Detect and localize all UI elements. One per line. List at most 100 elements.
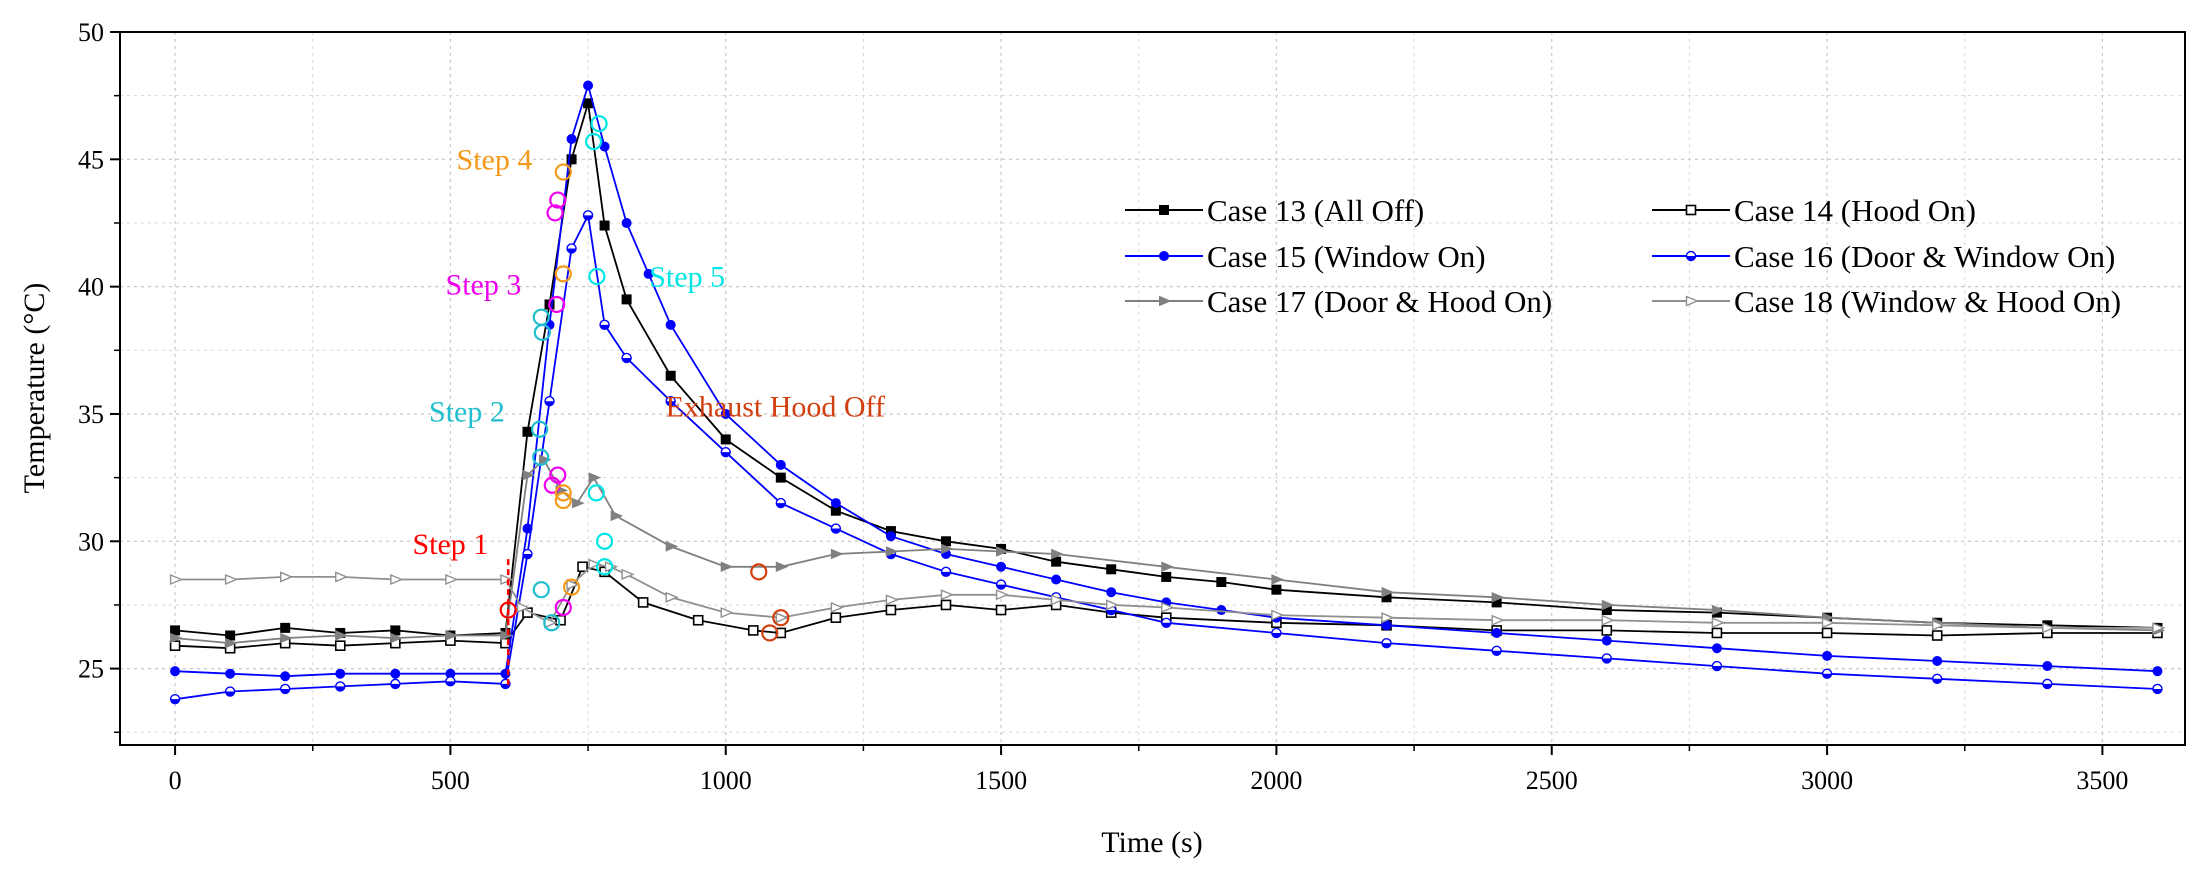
data-point (1711, 604, 1725, 616)
data-point (830, 601, 844, 614)
y-tick-label: 30 (78, 527, 104, 556)
data-point (996, 546, 1009, 557)
data-point (1711, 627, 1723, 639)
data-point (1601, 625, 1613, 636)
legend-marker (1685, 295, 1700, 307)
data-point (830, 498, 841, 509)
data-point (2152, 622, 2166, 634)
data-point (1161, 601, 1175, 614)
data-point (335, 630, 348, 641)
data-point (522, 469, 536, 481)
step-marker (554, 491, 572, 510)
legend-label: Case 16 (Door & Window On) (1734, 239, 2115, 274)
data-point (516, 601, 531, 614)
data-point (225, 637, 238, 649)
data-point (1601, 614, 1615, 626)
data-point (830, 612, 842, 623)
data-point (169, 573, 184, 586)
data-point (1491, 614, 1505, 626)
step-marker (532, 448, 550, 466)
annotation-label: Step 1 (412, 528, 488, 561)
data-point (1821, 617, 1836, 629)
step-marker (554, 598, 572, 617)
data-point (588, 472, 602, 483)
data-point (566, 133, 577, 144)
annotation-label: Step 2 (429, 396, 505, 429)
data-point (941, 536, 951, 547)
step-marker (554, 265, 572, 283)
data-point (1821, 627, 1833, 639)
data-point (1491, 627, 1502, 638)
data-point (1161, 571, 1172, 582)
annotation-label: Exhaust Hood Off (666, 391, 885, 424)
x-tick-label: 1000 (700, 766, 752, 795)
data-point (170, 625, 181, 636)
data-point-fill (1822, 673, 1832, 679)
data-point (775, 612, 789, 624)
data-point (335, 571, 349, 583)
data-point-fill (1161, 622, 1171, 628)
data-point-fill (1712, 666, 1722, 671)
data-point (665, 541, 679, 552)
data-point-fill (2042, 683, 2052, 689)
step-marker (531, 420, 549, 438)
data-point-fill (622, 357, 632, 363)
data-point (637, 597, 649, 608)
series-case-16 (169, 210, 2163, 705)
data-point (599, 220, 610, 231)
step-marker (595, 532, 614, 550)
x-tick-label: 2000 (1250, 766, 1302, 795)
data-point (170, 632, 183, 644)
annotation-label: Step 4 (457, 144, 533, 177)
data-point (941, 543, 954, 555)
step-marker (595, 558, 614, 576)
data-point (720, 434, 731, 445)
y-axis: 25 30 35 40 45 50 (78, 18, 120, 734)
step-marker (549, 466, 567, 484)
data-point-fill (1492, 650, 1502, 656)
x-tick-label: 0 (169, 766, 182, 795)
data-point (170, 666, 181, 677)
data-point (610, 510, 624, 522)
data-point (2042, 661, 2053, 672)
data-point-fill (390, 683, 400, 689)
x-tick-label: 3500 (2076, 766, 2128, 795)
data-point (390, 573, 404, 586)
data-point (1932, 655, 1943, 666)
data-point (577, 561, 588, 573)
data-point (224, 573, 239, 586)
data-point-fill (1106, 610, 1116, 615)
data-point-fill (170, 699, 180, 704)
data-point (1601, 635, 1612, 646)
data-point (720, 408, 731, 419)
step-marker (584, 132, 603, 151)
legend-item: Case 14 (Hood On) (1652, 193, 1976, 228)
legend-marker (1159, 251, 1169, 261)
data-point-fill (1602, 658, 1612, 663)
data-point (1050, 594, 1065, 606)
data-point-fill (225, 691, 235, 697)
legend-marker (1159, 205, 1169, 215)
data-point (692, 614, 704, 626)
data-point (390, 625, 401, 636)
legend-label: Case 17 (Door & Hood On) (1207, 284, 1552, 319)
data-point (1381, 586, 1395, 598)
data-point (885, 546, 899, 557)
data-point-fill (600, 324, 610, 330)
data-point (885, 531, 896, 542)
plot-frame (119, 31, 2186, 746)
data-point (1216, 605, 1227, 616)
step-marker (549, 191, 567, 209)
data-point (775, 561, 789, 573)
data-point (1491, 592, 1505, 603)
step-markers (499, 115, 790, 687)
legend-item: Case 13 (All Off) (1125, 193, 1424, 228)
y-axis-title: Temperature (°C) (18, 283, 51, 494)
data-point (996, 561, 1007, 572)
data-point (500, 573, 514, 586)
data-point (539, 454, 552, 466)
data-point (940, 599, 952, 611)
data-point-fill (941, 571, 951, 577)
y-tick-label: 35 (78, 400, 104, 429)
